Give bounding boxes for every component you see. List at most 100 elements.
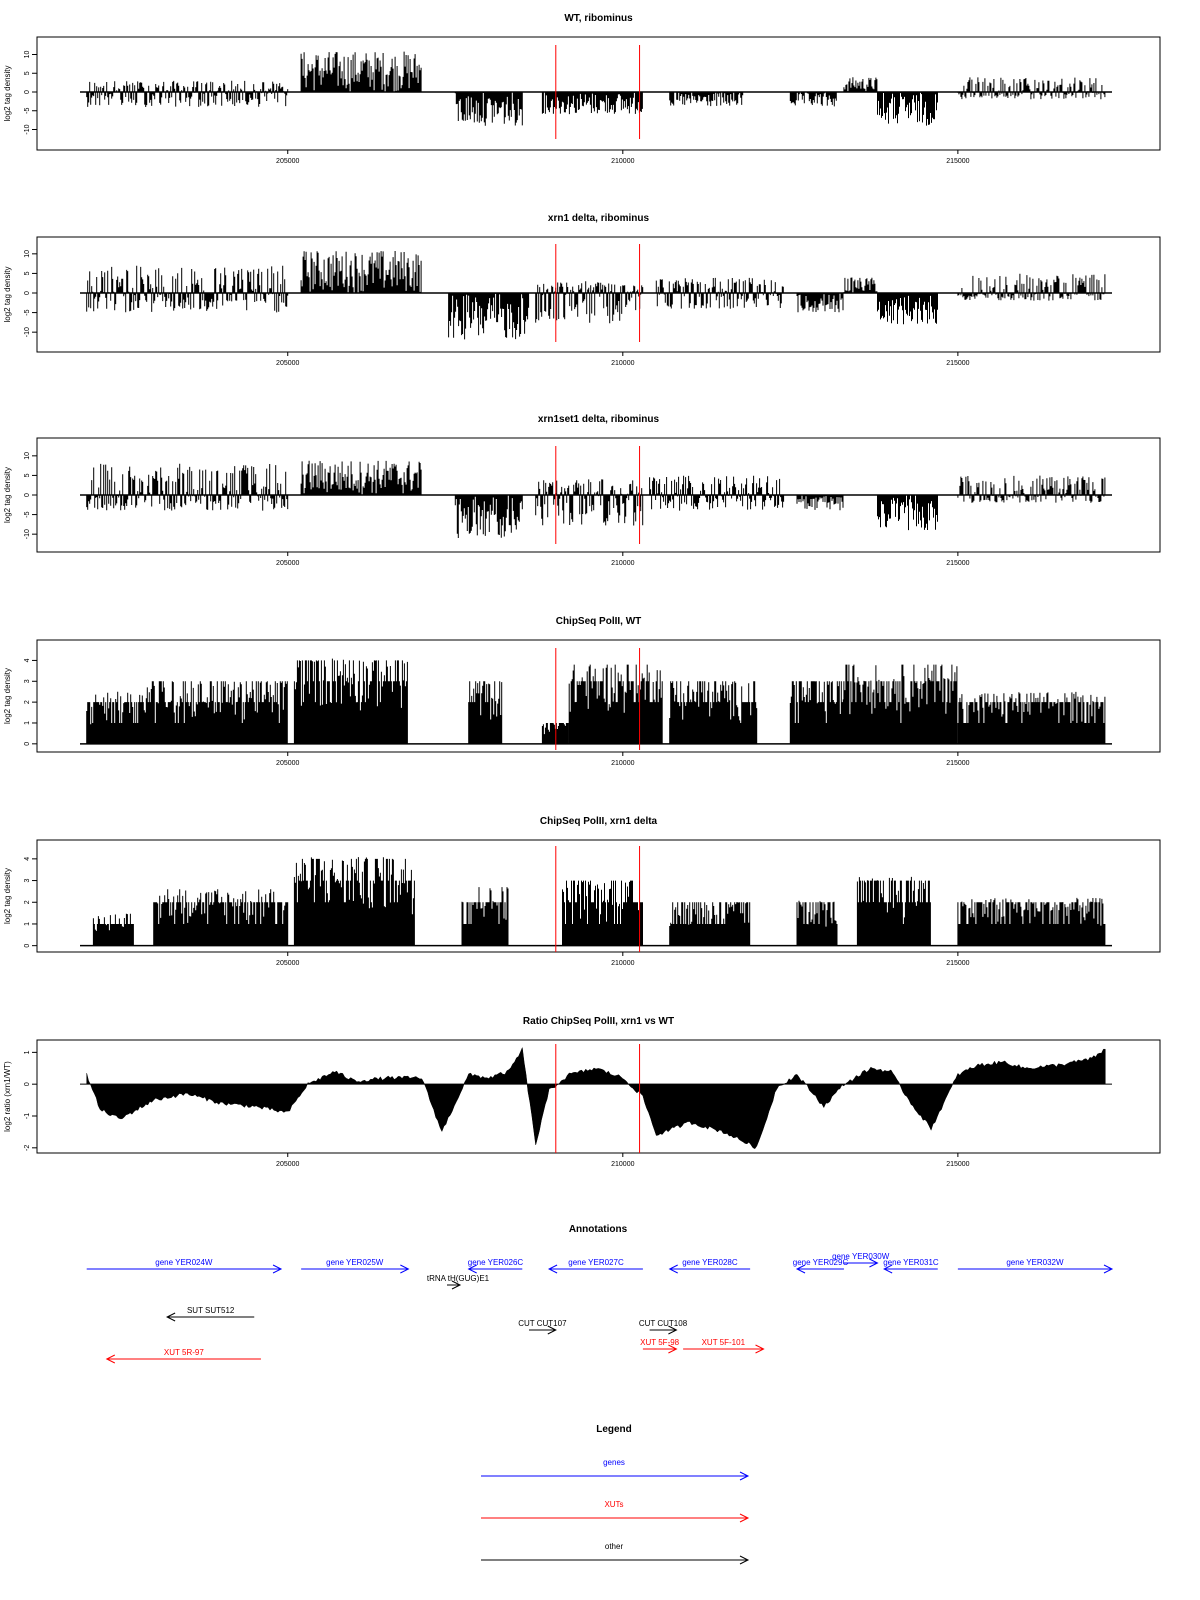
annotations-track: Annotations gene YER024W gene YER025W gene … [86,1224,1114,1364]
y-tick-label: 2 [24,700,31,704]
arrow-left-icon [795,1264,806,1274]
signal-bars [541,92,643,115]
signal-segment [153,889,289,946]
feature-label: gene YER028C [682,1258,738,1267]
arrow-right-icon [755,1344,765,1354]
signal-segment [856,876,931,946]
y-axis-label: log2 tag density [3,65,12,121]
signal-bars [300,51,422,92]
feature-label: gene YER025W [326,1258,384,1267]
x-tick-label: 215000 [946,360,969,367]
signal-segment [92,913,134,946]
signal-series [86,460,1106,538]
y-axis: -10 -5 0 5 10 [24,250,38,337]
x-axis: 205000 210000 215000 [276,752,970,767]
arrow-left-icon [883,1264,893,1274]
arrow-left-icon [547,1264,558,1274]
signal-segment [468,681,503,744]
y-axis-label: log2 tag density [3,868,12,924]
feature-label: XUT 5R-97 [164,1348,204,1357]
signal-bars [461,887,509,946]
arrow-left-icon [467,1264,477,1274]
feature-label: gene YER030W [832,1252,890,1261]
feature-label: tRNA tH(GUG)E1 [427,1274,490,1283]
signal-bars [669,681,758,744]
legend-label: genes [603,1458,625,1467]
feature-label: XUT 5F-98 [640,1338,680,1347]
feature-label: gene YER027C [568,1258,624,1267]
signal-bars [535,479,644,526]
signal-bars [535,281,644,324]
signal-segment [461,887,509,946]
signal-bars [789,92,837,107]
signal-bars [454,92,523,126]
signal-bars [789,681,844,744]
signal-segment [669,92,744,107]
annotation-feature: SUT SUT512 [165,1306,255,1322]
signal-bars [957,691,1106,744]
signal-segment [789,92,837,107]
x-tick-label: 205000 [276,1161,299,1168]
y-axis: -10 -5 0 5 10 [24,51,38,135]
legend-label: other [605,1542,624,1551]
arrow-right-icon [547,1325,557,1335]
signal-segment [568,664,663,744]
feature-label: gene YER032W [1006,1258,1064,1267]
panel-6: Ratio ChipSeq PolII, xrn1 vs WT -2 -1 0 1 log… [3,1016,1161,1168]
arrow-right-icon [668,1325,678,1335]
x-axis: 205000 210000 215000 [276,552,970,567]
arrow-left-icon [668,1264,678,1274]
annotation-feature: XUT 5R-97 [105,1348,261,1364]
signal-bars [454,495,523,538]
signal-segment [86,265,289,313]
signal-segment [541,723,569,744]
signal-segment [535,479,644,526]
y-tick-label: -2 [24,1145,31,1151]
y-tick-label: -10 [24,529,31,539]
signal-series [86,658,1106,744]
panel-title: ChipSeq PolII, xrn1 delta [540,816,658,827]
feature-label: gene YER024W [155,1258,213,1267]
signal-segment [454,92,523,126]
x-tick-label: 205000 [276,560,299,567]
feature-label: SUT SUT512 [187,1306,235,1315]
annotation-feature: CUT CUT107 [518,1319,567,1335]
signal-segment [300,251,422,293]
ratio-area [86,1046,1106,1150]
arrow-left-icon [105,1354,116,1364]
x-axis: 205000 210000 215000 [276,150,970,165]
signal-bars [541,723,569,744]
signal-segment [300,460,422,495]
legend: Legend genes XUTs other [481,1424,750,1565]
y-tick-label: -10 [24,124,31,134]
y-axis: -2 -1 0 1 [24,1050,38,1151]
signal-bars [796,495,844,511]
signal-bars [86,80,289,107]
feature-label: gene YER031C [883,1258,939,1267]
signal-segment [139,681,288,744]
annotation-feature: gene YER024W [86,1258,283,1274]
panel-4: ChipSeq PolII, WT 0 1 2 3 4 log2 tag density 20… [3,616,1161,767]
y-axis: -10 -5 0 5 10 [24,452,38,539]
annotation-feature: gene YER028C [668,1258,751,1274]
signal-bars [153,889,289,946]
signal-bars [843,277,878,293]
feature-label: gene YER029C [793,1258,849,1267]
annotation-feature: gene YER032W [957,1258,1114,1274]
signal-segment [669,902,751,946]
y-axis-label: log2 ratio (xrn1/WT) [3,1061,12,1132]
signal-segment [86,463,289,511]
signal-segment [957,273,1106,301]
annotation-feature: gene YER026C [467,1258,523,1274]
x-tick-label: 210000 [611,960,634,967]
signal-bars [293,857,415,946]
signal-bars [568,664,663,744]
y-tick-label: 0 [24,742,31,746]
panel-title: WT, ribominus [564,13,633,24]
signal-bars [448,293,530,340]
y-tick-label: 5 [24,71,31,75]
x-tick-label: 215000 [946,1161,969,1168]
signal-bars [957,273,1106,301]
signal-segment [669,681,758,744]
feature-label: CUT CUT107 [518,1319,567,1328]
